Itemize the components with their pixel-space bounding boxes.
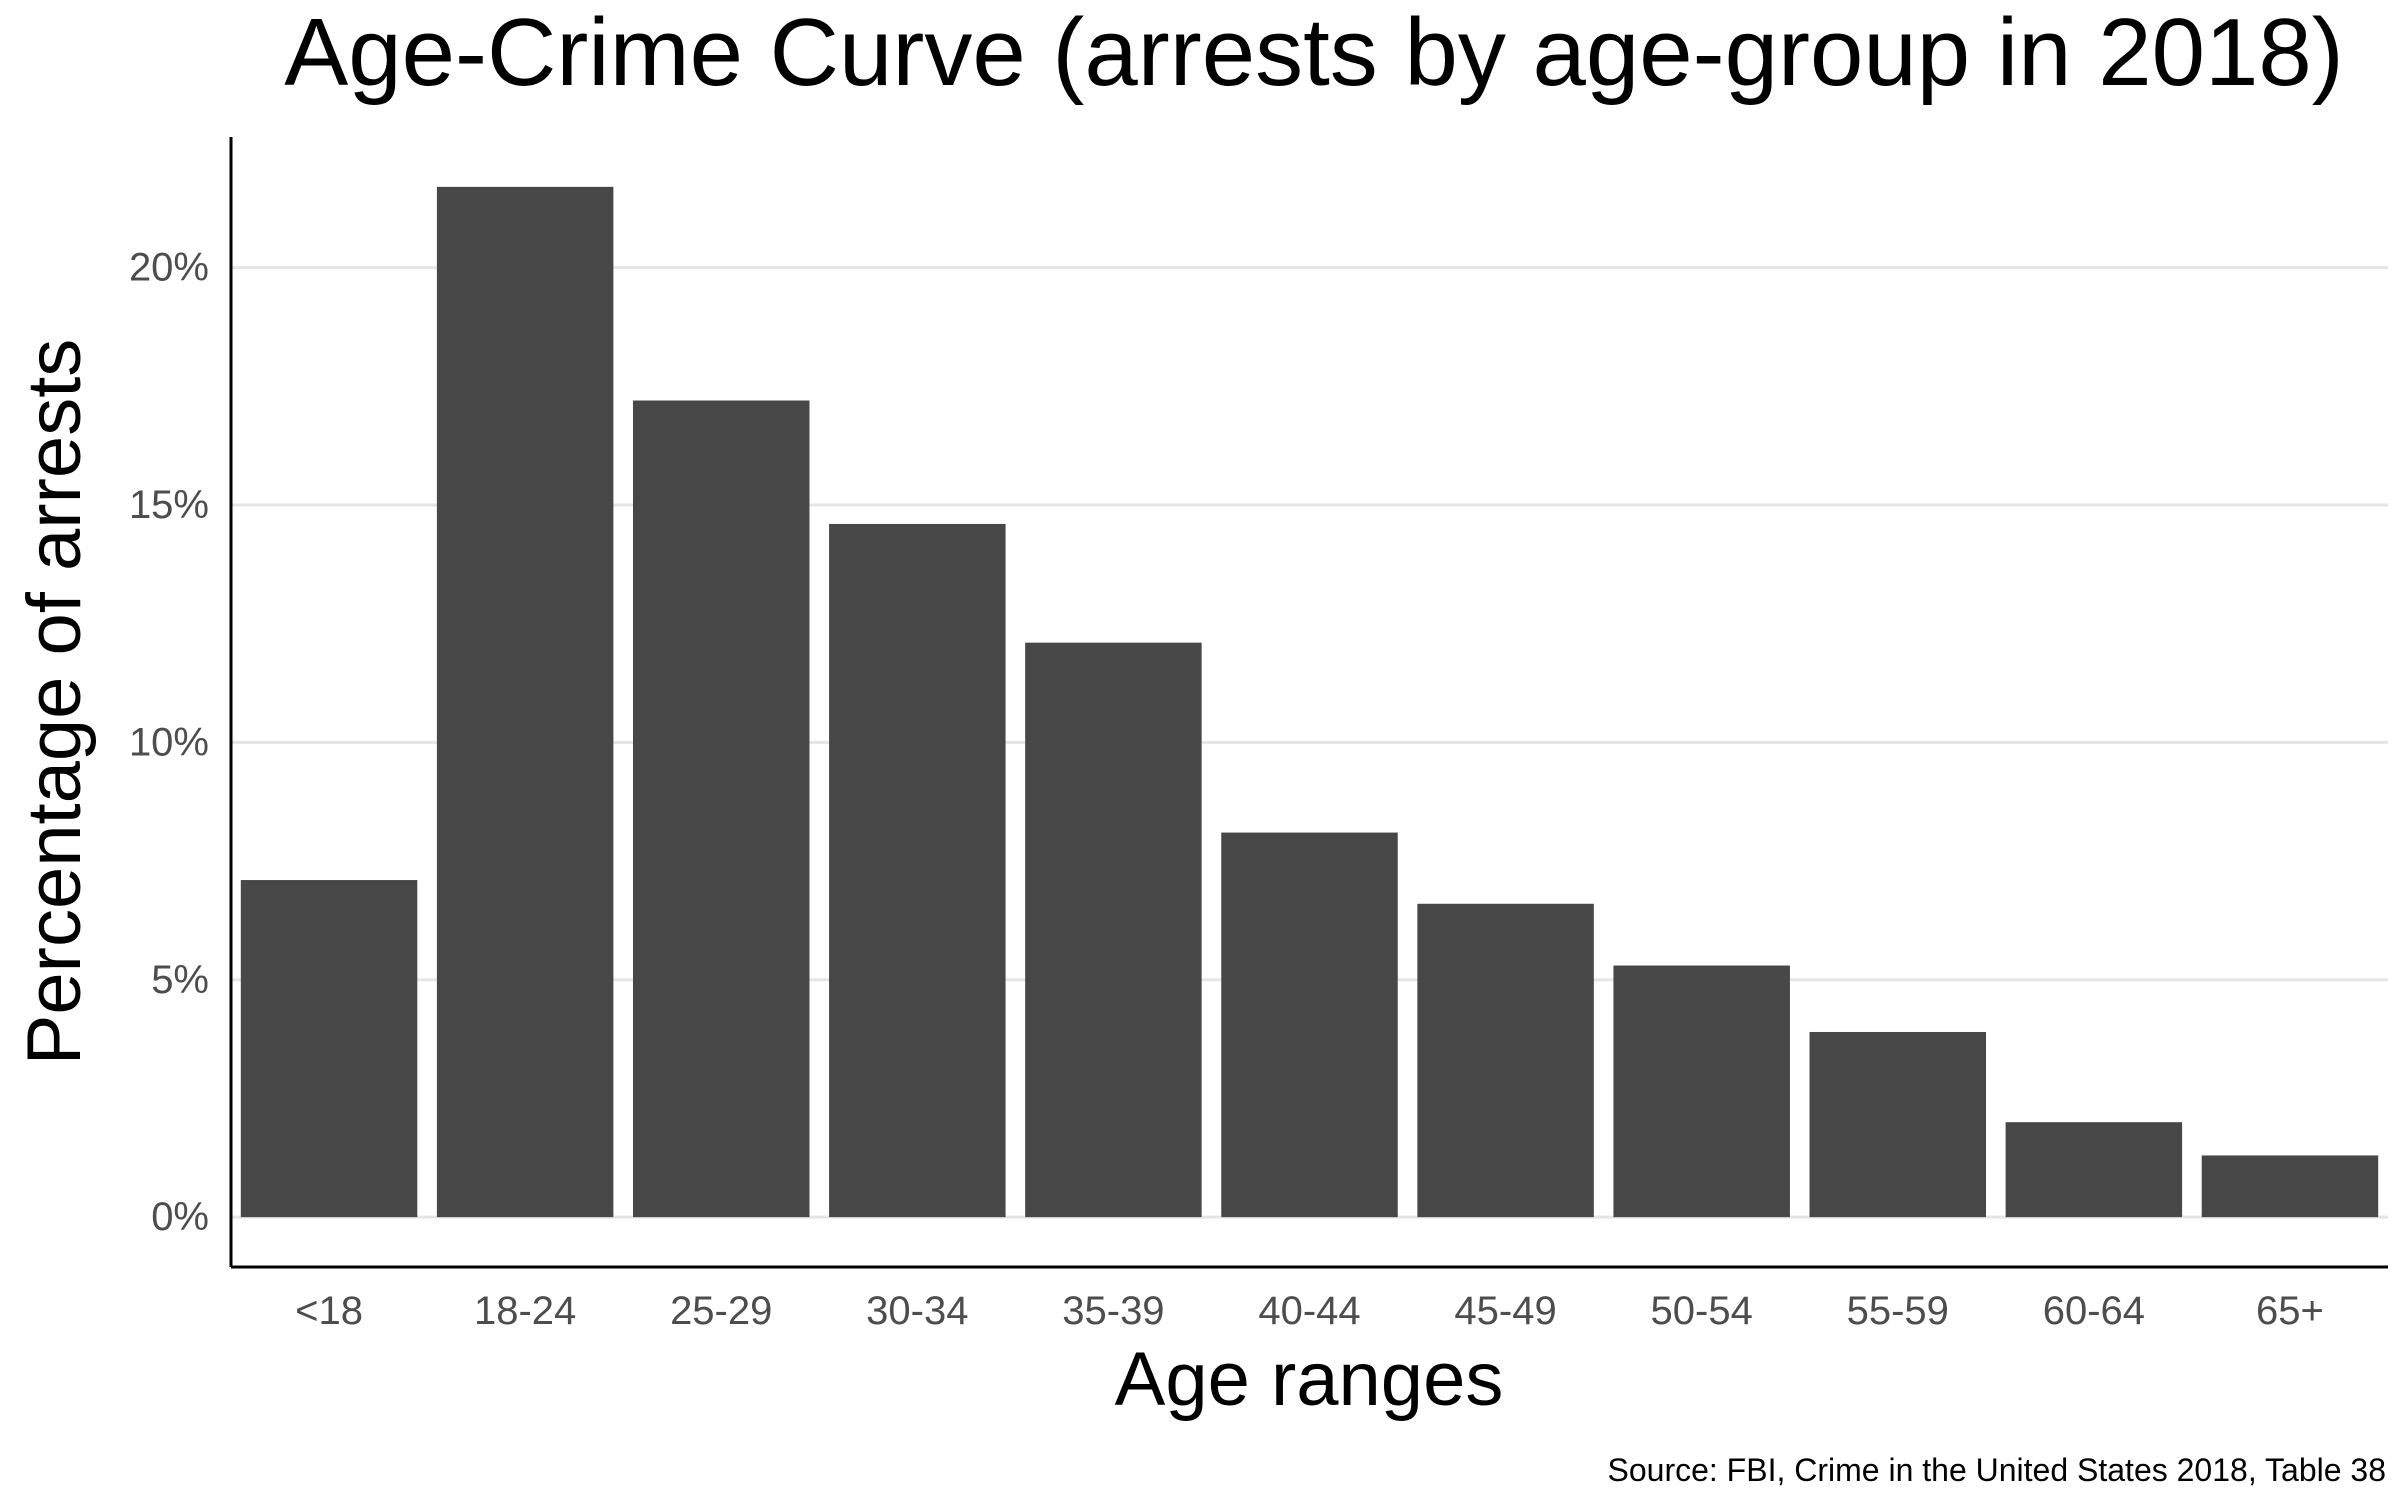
x-axis-title: Age ranges xyxy=(1115,1337,1504,1422)
bar-55-59 xyxy=(1809,1031,1987,1218)
x-tick-labels: <18 18-24 25-29 30-34 35-39 40-44 45-49 50-54 55… xyxy=(295,1289,2324,1333)
bar-<18 xyxy=(240,880,418,1218)
y-tick-label: 5% xyxy=(151,958,209,1002)
bar-45-49 xyxy=(1417,903,1594,1218)
y-tick-labels: 0% 5% 10% 15% 20% xyxy=(129,246,209,1240)
bar-35-39 xyxy=(1025,642,1202,1218)
x-tick-label: 45-49 xyxy=(1454,1289,1556,1333)
bar-65+ xyxy=(2201,1155,2379,1218)
y-axis-title: Percentage of arrests xyxy=(12,339,97,1066)
chart-title: Age-Crime Curve (arrests by age-group in… xyxy=(284,0,2344,106)
bars xyxy=(240,186,2379,1218)
x-tick-label: 40-44 xyxy=(1258,1289,1360,1333)
x-tick-label: 30-34 xyxy=(866,1289,968,1333)
bar-25-29 xyxy=(632,400,810,1218)
bar-60-64 xyxy=(2005,1122,2183,1218)
x-tick-label: 50-54 xyxy=(1651,1289,1753,1333)
x-tick-label: 25-29 xyxy=(670,1289,772,1333)
x-tick-label: <18 xyxy=(295,1289,363,1333)
x-tick-label: 18-24 xyxy=(474,1289,576,1333)
bar-40-44 xyxy=(1221,832,1398,1218)
bar-18-24 xyxy=(436,186,614,1218)
bar-50-54 xyxy=(1613,965,1790,1218)
y-tick-label: 20% xyxy=(129,246,209,290)
x-tick-label: 65+ xyxy=(2256,1289,2324,1333)
y-tick-label: 15% xyxy=(129,483,209,527)
source-caption: Source: FBI, Crime in the United States … xyxy=(1608,1452,2387,1488)
x-tick-label: 60-64 xyxy=(2043,1289,2145,1333)
x-tick-label: 35-39 xyxy=(1062,1289,1164,1333)
y-tick-label: 10% xyxy=(129,720,209,764)
bar-30-34 xyxy=(829,523,1006,1218)
y-tick-label: 0% xyxy=(151,1195,209,1239)
x-tick-label: 55-59 xyxy=(1847,1289,1949,1333)
